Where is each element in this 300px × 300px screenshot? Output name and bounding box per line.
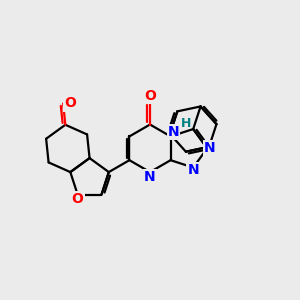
Text: N: N [204, 141, 216, 155]
Text: N: N [188, 164, 199, 177]
Text: H: H [181, 118, 192, 130]
Text: N: N [144, 169, 156, 184]
Text: N: N [168, 125, 179, 139]
Text: O: O [144, 89, 156, 103]
Text: O: O [72, 192, 84, 206]
Text: O: O [64, 97, 76, 110]
